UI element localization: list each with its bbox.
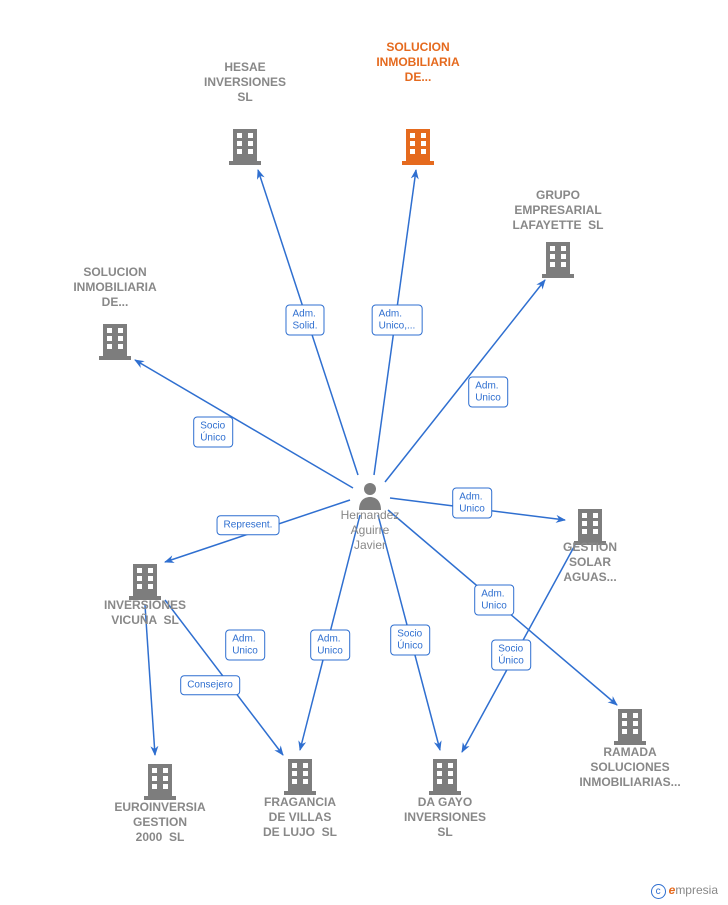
edge-person-solucion2 [135,360,353,488]
company-icon-fragancia[interactable] [280,755,320,795]
copyright-symbol: c [651,884,666,899]
copyright: cempresia [651,883,718,899]
edge-person-dagayo [378,515,440,750]
edge-vicuna-fragancia [165,600,283,755]
company-icon-ramada[interactable] [610,705,650,745]
company-icon-vicuna[interactable] [125,560,165,600]
edges-layer [0,0,728,905]
company-icon-solucion1[interactable] [398,125,438,165]
edge-person-fragancia [300,515,360,750]
edge-vicuna-euro [145,605,155,755]
company-icon-solucion2[interactable] [95,320,135,360]
edge-person-lafayette [385,280,545,482]
edge-person-solucion1 [374,170,416,475]
company-icon-dagayo[interactable] [425,755,465,795]
company-icon-gestion[interactable] [570,505,610,545]
edge-person-gestion [390,498,565,520]
edge-person-vicuna [165,500,350,562]
company-icon-hesae[interactable] [225,125,265,165]
edge-person-hesae [258,170,358,475]
person-icon[interactable] [355,480,385,510]
company-icon-lafayette[interactable] [538,238,578,278]
brand-rest: mpresia [675,883,718,897]
company-icon-euro[interactable] [140,760,180,800]
edge-gestion-dagayo [462,545,575,752]
